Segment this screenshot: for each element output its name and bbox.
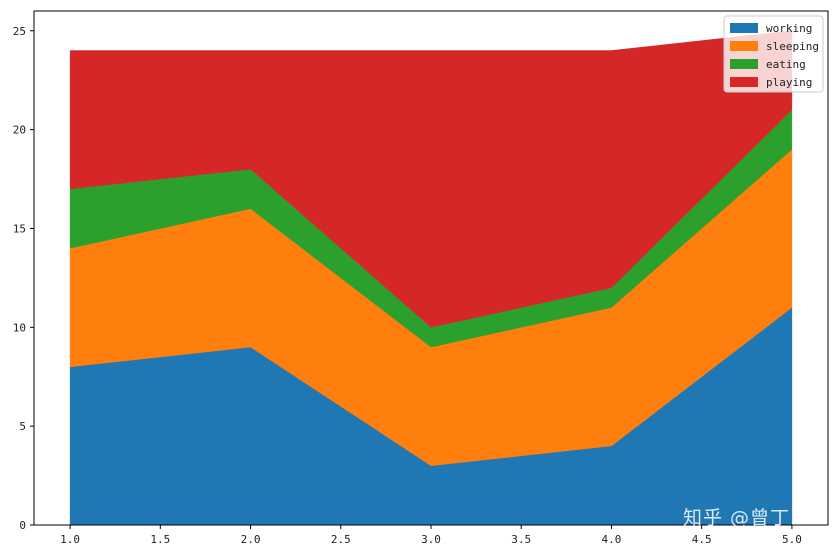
x-tick-label: 2.5 [331, 533, 351, 546]
legend-label-eating: eating [766, 58, 806, 71]
y-tick-label: 15 [13, 222, 26, 235]
legend: working sleeping eating playing [723, 15, 824, 93]
legend-label-working: working [766, 22, 812, 35]
legend-label-playing: playing [766, 76, 812, 89]
legend-swatch-sleeping [730, 41, 758, 51]
legend-swatch-eating [730, 59, 758, 69]
y-axis: 0 5 10 15 20 25 [13, 25, 34, 532]
y-tick-label: 5 [19, 420, 26, 433]
y-tick-label: 0 [19, 519, 26, 532]
x-tick-label: 4.0 [602, 533, 622, 546]
x-tick-label: 1.5 [150, 533, 170, 546]
x-tick-label: 3.0 [421, 533, 441, 546]
legend-label-sleeping: sleeping [766, 40, 819, 53]
legend-box [723, 15, 824, 93]
area-layer [69, 30, 793, 526]
x-tick-label: 5.0 [782, 533, 802, 546]
legend-swatch-playing [730, 77, 758, 87]
x-tick-label: 4.5 [692, 533, 712, 546]
x-axis: 1.0 1.5 2.0 2.5 3.0 3.5 4.0 4.5 5.0 [60, 525, 802, 546]
y-tick-label: 10 [13, 321, 26, 334]
area-playing [69, 30, 793, 328]
y-tick-label: 20 [13, 124, 26, 137]
legend-swatch-working [730, 23, 758, 33]
x-tick-label: 2.0 [241, 533, 261, 546]
y-tick-label: 25 [13, 25, 26, 38]
x-tick-label: 3.5 [511, 533, 531, 546]
x-tick-label: 1.0 [60, 533, 80, 546]
watermark-text: 知乎 @曾丁 [683, 507, 791, 529]
